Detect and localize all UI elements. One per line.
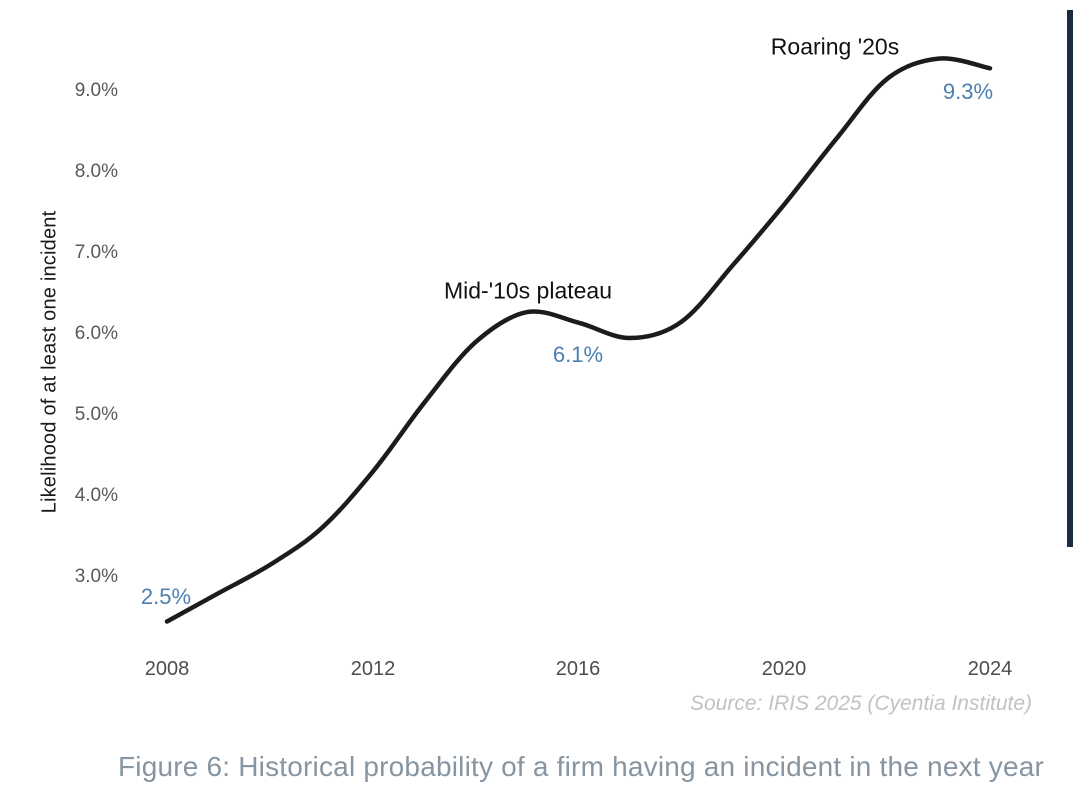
y-tick-label: 9.0% <box>74 80 118 101</box>
right-edge-vertical-bar <box>1067 10 1073 547</box>
source-credit: Source: IRIS 2025 (Cyentia Institute) <box>690 692 1032 715</box>
x-tick-label: 2016 <box>555 658 601 680</box>
data-label-2-5: 2.5% <box>140 584 192 609</box>
x-tick-label: 2024 <box>967 658 1013 680</box>
y-tick-label: 8.0% <box>74 161 118 182</box>
trend-line <box>164 56 993 624</box>
x-tick-label: 2012 <box>350 658 396 680</box>
annotation-mid-10s-plateau: Mid-'10s plateau <box>443 277 613 304</box>
y-tick-label: 4.0% <box>74 485 118 506</box>
x-tick-label: 2020 <box>761 658 807 680</box>
data-label-9-3: 9.3% <box>942 79 994 104</box>
y-tick-label: 7.0% <box>74 242 118 263</box>
y-tick-label: 6.0% <box>74 323 118 344</box>
y-tick-label: 5.0% <box>74 404 118 425</box>
figure-caption: Figure 6: Historical probability of a fi… <box>117 751 1045 782</box>
y-tick-label: 3.0% <box>74 566 118 587</box>
data-label-6-1: 6.1% <box>552 342 604 367</box>
x-tick-label: 2008 <box>144 658 190 680</box>
annotation-roaring-20s: Roaring '20s <box>770 33 900 60</box>
